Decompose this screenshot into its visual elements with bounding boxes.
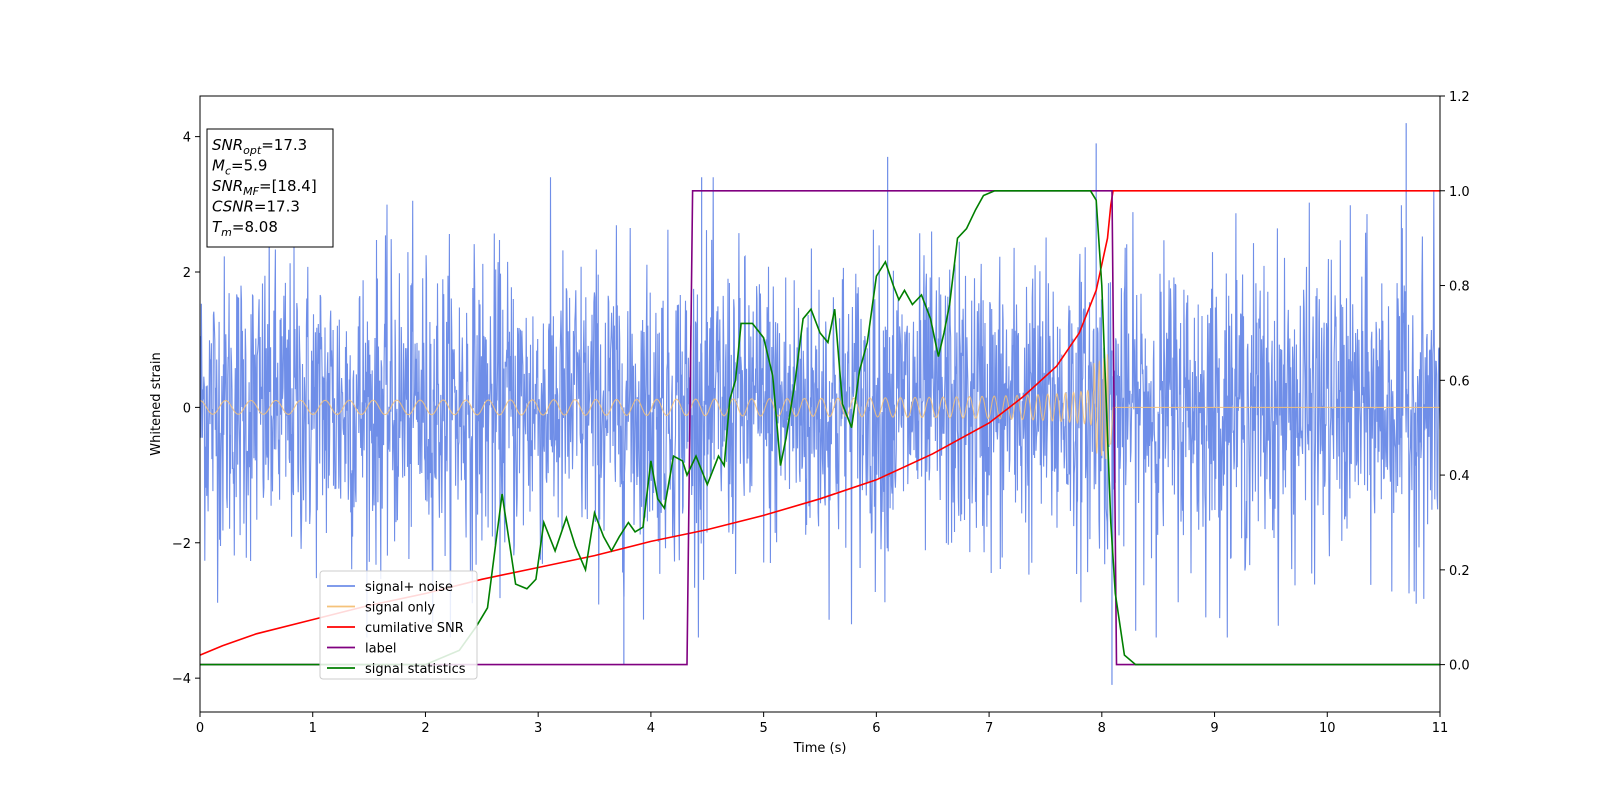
series-signal-noise	[200, 177, 1440, 638]
y-right-tick-label: 1.2	[1449, 90, 1470, 105]
x-axis-label: Time (s)	[793, 741, 847, 756]
y-right-tick-label: 0.0	[1449, 659, 1470, 674]
x-tick-label: 4	[647, 721, 655, 736]
legend-label: label	[365, 642, 396, 657]
y-right-tick-label: 0.6	[1449, 374, 1470, 389]
x-tick-label: 3	[534, 721, 542, 736]
legend-label: signal+ noise	[365, 580, 453, 595]
series-signal-statistics	[200, 190, 1440, 666]
legend-label: signal statistics	[365, 662, 466, 677]
ticks-layer: 0 1 2 3 4 5 6 7 8 9 10 11 −4 −2 0 2 4 0.0 0.2 0.4 0.6 0.8 1.0 1…	[172, 90, 1470, 736]
legend-frame	[319, 570, 478, 680]
annotation-line: Tm=8.08	[212, 218, 278, 239]
y-left-tick-label: 4	[183, 131, 191, 146]
series-layer	[200, 123, 1440, 685]
x-tick-label: 11	[1432, 721, 1449, 736]
annotation-line: SNRMF=[18.4]	[212, 177, 317, 198]
legend-label: cumilative SNR	[365, 621, 464, 636]
x-tick-label: 7	[985, 721, 993, 736]
x-tick-label: 0	[196, 721, 204, 736]
x-tick-label: 5	[759, 721, 767, 736]
x-tick-label: 9	[1210, 721, 1218, 736]
y-left-tick-label: −4	[172, 672, 191, 687]
annotation-line: CSNR=17.3	[212, 198, 300, 216]
y-right-tick-label: 1.0	[1449, 185, 1470, 200]
legend: signal+ noise signal only cumilative SNR la…	[319, 570, 478, 680]
x-tick-label: 1	[309, 721, 317, 736]
x-tick-label: 2	[421, 721, 429, 736]
y-left-tick-label: −2	[172, 537, 191, 552]
y-left-tick-label: 2	[183, 266, 191, 281]
series-signal-only	[200, 354, 1440, 460]
x-tick-label: 6	[872, 721, 880, 736]
y-left-tick-label: 0	[183, 401, 191, 416]
x-tick-label: 8	[1098, 721, 1106, 736]
annotation-line: Mc=5.9	[212, 157, 267, 178]
plot-frame	[199, 95, 1441, 713]
y-right-tick-label: 0.2	[1449, 564, 1470, 579]
y-axis-label: Whitened strain	[149, 352, 164, 455]
legend-label: signal only	[365, 601, 435, 616]
annotation-line: SNRopt=17.3	[212, 136, 307, 157]
x-tick-label: 10	[1319, 721, 1336, 736]
y-right-tick-label: 0.8	[1449, 280, 1470, 295]
y-right-tick-label: 0.4	[1449, 469, 1470, 484]
